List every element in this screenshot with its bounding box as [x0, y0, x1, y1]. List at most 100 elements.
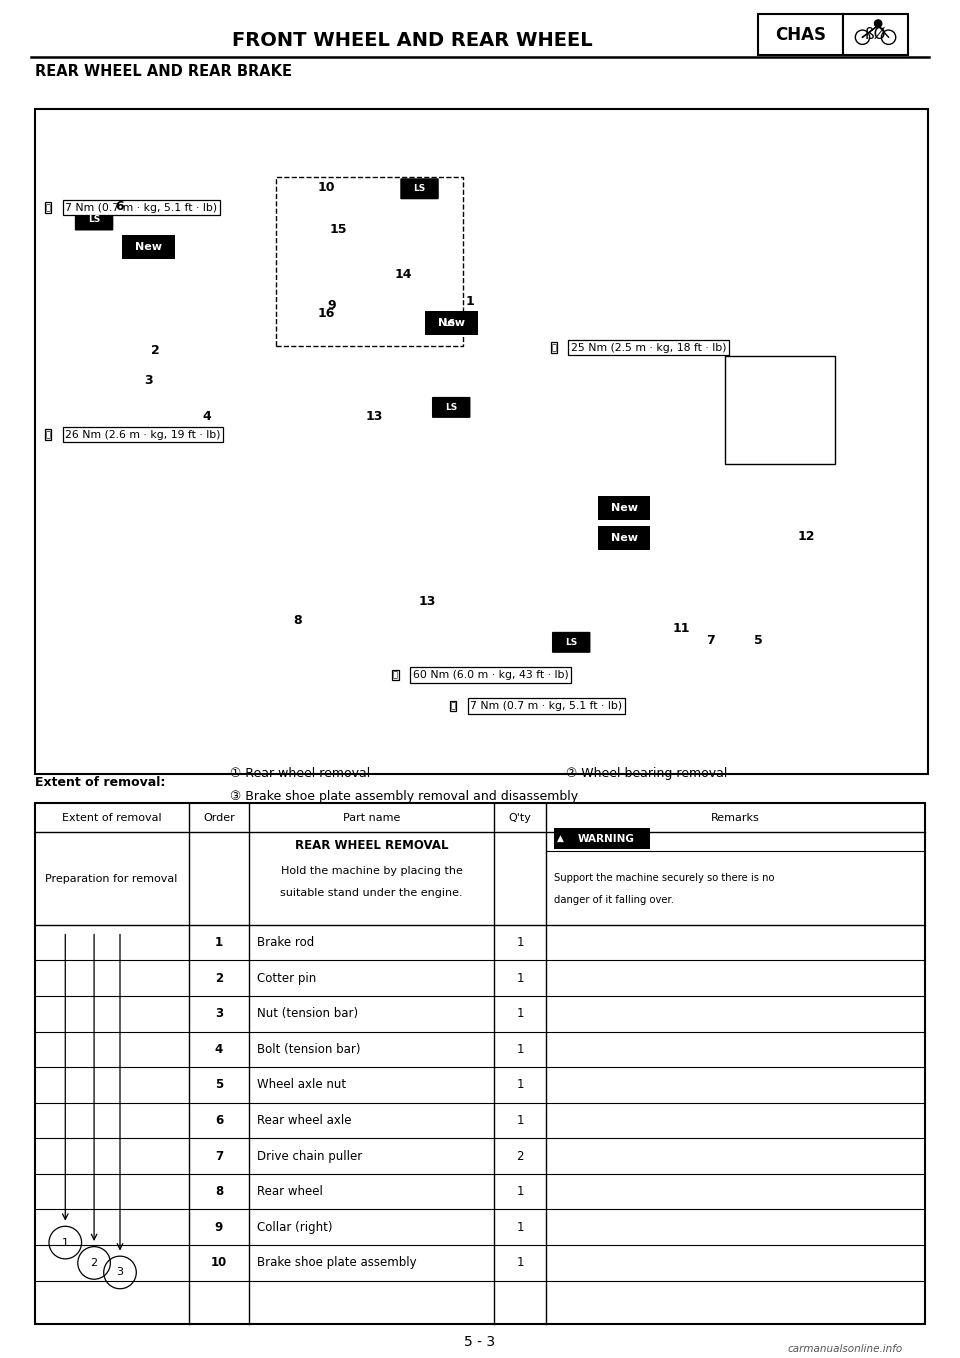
FancyBboxPatch shape — [430, 312, 468, 334]
FancyBboxPatch shape — [432, 397, 470, 418]
Text: ⨉: ⨉ — [45, 430, 51, 439]
Text: 12: 12 — [798, 530, 815, 543]
Text: 16: 16 — [318, 307, 335, 320]
Text: 3: 3 — [215, 1008, 223, 1020]
Text: 2: 2 — [90, 1258, 98, 1268]
Bar — [554, 828, 650, 849]
Bar — [597, 526, 651, 550]
Text: 11: 11 — [673, 622, 690, 636]
Text: LS: LS — [565, 638, 577, 646]
Text: Q'ty: Q'ty — [509, 812, 532, 823]
Bar — [35, 803, 925, 1324]
Text: 2: 2 — [516, 1150, 524, 1162]
Text: ⨉: ⨉ — [551, 344, 557, 352]
FancyBboxPatch shape — [75, 209, 113, 231]
Text: New: New — [438, 318, 465, 329]
Text: Hold the machine by placing the: Hold the machine by placing the — [281, 866, 463, 876]
Text: danger of it falling over.: danger of it falling over. — [554, 895, 674, 904]
Text: 9: 9 — [327, 299, 335, 312]
Text: Bolt (tension bar): Bolt (tension bar) — [257, 1043, 360, 1055]
Text: ② Wheel bearing removal: ② Wheel bearing removal — [566, 767, 728, 779]
Text: Brake rod: Brake rod — [257, 936, 314, 949]
Text: Preparation for removal: Preparation for removal — [45, 873, 178, 884]
Text: REAR WHEEL REMOVAL: REAR WHEEL REMOVAL — [295, 839, 448, 853]
Text: 3: 3 — [145, 373, 153, 387]
Text: 1: 1 — [215, 936, 223, 949]
Text: 2: 2 — [151, 344, 160, 357]
Text: 1: 1 — [516, 1256, 524, 1270]
Text: ① Rear wheel removal: ① Rear wheel removal — [230, 767, 371, 779]
Text: 25 Nm (2.5 m · kg, 18 ft · lb): 25 Nm (2.5 m · kg, 18 ft · lb) — [571, 342, 727, 353]
FancyBboxPatch shape — [552, 631, 590, 653]
Text: Collar (right): Collar (right) — [257, 1221, 332, 1233]
Text: Part name: Part name — [343, 812, 400, 823]
Text: 1: 1 — [516, 972, 524, 985]
Text: 5: 5 — [754, 634, 763, 648]
Text: New: New — [611, 532, 637, 543]
Text: 7: 7 — [215, 1150, 223, 1162]
Text: carmanualsonline.info: carmanualsonline.info — [787, 1344, 902, 1354]
Text: WARNING: WARNING — [578, 834, 635, 843]
FancyBboxPatch shape — [400, 178, 439, 200]
Bar — [843, 15, 908, 54]
Text: Brake shoe plate assembly: Brake shoe plate assembly — [257, 1256, 417, 1270]
Text: FRONT WHEEL AND REAR WHEEL: FRONT WHEEL AND REAR WHEEL — [232, 31, 593, 49]
Text: New: New — [611, 502, 637, 513]
Bar — [123, 235, 175, 259]
Bar — [597, 496, 651, 520]
Text: 6: 6 — [215, 1114, 223, 1127]
Text: 1: 1 — [516, 1186, 524, 1198]
Text: 13: 13 — [419, 595, 436, 608]
Text: 3: 3 — [116, 1267, 124, 1278]
Text: 14: 14 — [395, 268, 412, 281]
Text: 1: 1 — [61, 1237, 69, 1248]
Text: LS: LS — [414, 185, 425, 193]
Text: Nut (tension bar): Nut (tension bar) — [257, 1008, 358, 1020]
Text: 10: 10 — [318, 181, 335, 194]
Text: 1: 1 — [516, 1008, 524, 1020]
Circle shape — [875, 20, 882, 27]
Text: Order: Order — [204, 812, 235, 823]
Text: Support the machine securely so there is no: Support the machine securely so there is… — [554, 873, 774, 883]
Bar — [424, 311, 478, 335]
Text: 7 Nm (0.7 m · kg, 5.1 ft · lb): 7 Nm (0.7 m · kg, 5.1 ft · lb) — [470, 701, 622, 712]
Text: REAR WHEEL AND REAR BRAKE: REAR WHEEL AND REAR BRAKE — [35, 64, 292, 79]
Text: Wheel axle nut: Wheel axle nut — [257, 1078, 346, 1092]
Text: 10: 10 — [211, 1256, 228, 1270]
Text: 15: 15 — [329, 223, 347, 236]
Bar — [35, 109, 928, 774]
Text: 26 Nm (2.6 m · kg, 19 ft · lb): 26 Nm (2.6 m · kg, 19 ft · lb) — [65, 429, 221, 440]
Text: LS: LS — [445, 403, 457, 411]
Text: 8: 8 — [294, 614, 301, 627]
Text: 7: 7 — [706, 634, 715, 648]
Text: 9: 9 — [215, 1221, 223, 1233]
Text: Rear wheel: Rear wheel — [257, 1186, 323, 1198]
Text: 5: 5 — [215, 1078, 223, 1092]
Text: 13: 13 — [366, 410, 383, 424]
Text: LS: LS — [88, 216, 100, 224]
Text: 60 Nm (6.0 m · kg, 43 ft · lb): 60 Nm (6.0 m · kg, 43 ft · lb) — [413, 669, 568, 680]
Text: ③ Brake shoe plate assembly removal and disassembly: ③ Brake shoe plate assembly removal and … — [230, 790, 579, 803]
Text: CHAS: CHAS — [775, 26, 827, 43]
Text: Drive chain puller: Drive chain puller — [257, 1150, 362, 1162]
Text: New: New — [135, 242, 162, 253]
Text: Extent of removal:: Extent of removal: — [35, 777, 165, 789]
Bar — [758, 15, 843, 54]
Text: 1: 1 — [516, 936, 524, 949]
Text: ßØ: ßØ — [865, 27, 886, 42]
Text: 1: 1 — [516, 1043, 524, 1055]
Text: Remarks: Remarks — [711, 812, 760, 823]
Text: Extent of removal: Extent of removal — [61, 812, 161, 823]
Text: 7 Nm (0.7 m · kg, 5.1 ft · lb): 7 Nm (0.7 m · kg, 5.1 ft · lb) — [65, 202, 217, 213]
Bar — [276, 177, 463, 346]
Text: 1: 1 — [516, 1221, 524, 1233]
Text: LS: LS — [444, 319, 455, 327]
Text: Cotter pin: Cotter pin — [257, 972, 316, 985]
Text: ⨉: ⨉ — [45, 204, 51, 212]
Text: Rear wheel axle: Rear wheel axle — [257, 1114, 351, 1127]
Text: 8: 8 — [215, 1186, 223, 1198]
Text: 1: 1 — [516, 1114, 524, 1127]
Text: 1: 1 — [516, 1078, 524, 1092]
Text: suitable stand under the engine.: suitable stand under the engine. — [280, 888, 463, 898]
Text: 4: 4 — [215, 1043, 223, 1055]
